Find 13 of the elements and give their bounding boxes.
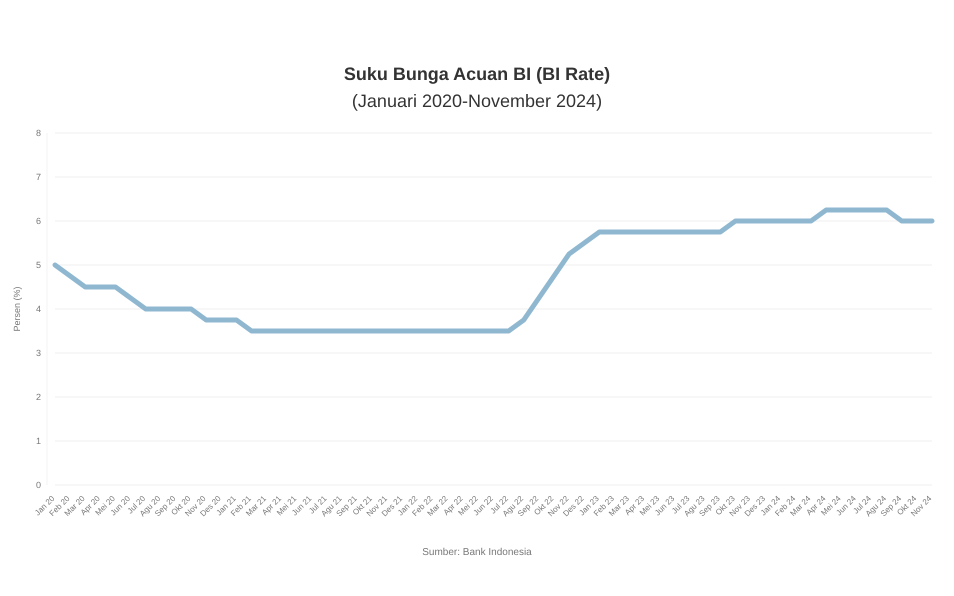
y-tick-label: 8 [36, 128, 41, 138]
chart-title: Suku Bunga Acuan BI (BI Rate) [344, 64, 610, 84]
y-tick-label: 5 [36, 260, 41, 270]
y-tick-label: 7 [36, 172, 41, 182]
text: Sumber: Bank Indonesia [422, 547, 532, 558]
y-tick-label: 2 [36, 392, 41, 402]
y-tick-label: 3 [36, 348, 41, 358]
y-tick-label: 6 [36, 216, 41, 226]
y-axis-title: Persen (%) [12, 286, 22, 332]
chart-subtitle: (Januari 2020-November 2024) [352, 91, 602, 111]
y-tick-label: 0 [36, 480, 41, 490]
y-tick-label: 1 [36, 436, 41, 446]
y-tick-label: 4 [36, 304, 41, 314]
